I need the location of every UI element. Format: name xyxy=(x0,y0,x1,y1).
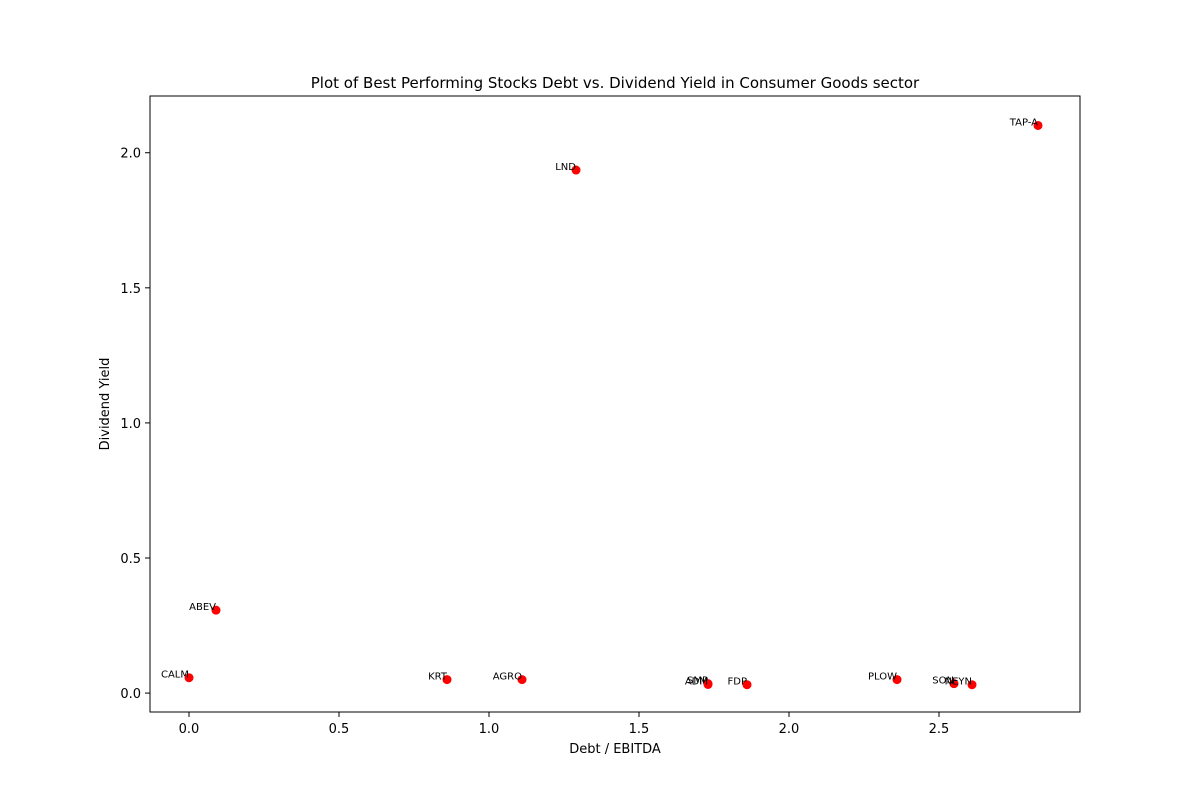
chart-title: Plot of Best Performing Stocks Debt vs. … xyxy=(311,74,920,92)
data-label-neyn: NEYN xyxy=(945,677,972,688)
data-point-adm xyxy=(703,679,713,689)
y-tick-label: 1.5 xyxy=(120,282,141,297)
x-tick-label: 0.5 xyxy=(329,722,350,737)
data-point-son xyxy=(949,679,959,689)
y-tick-label: 0.5 xyxy=(120,552,141,567)
data-label-adm: ADM xyxy=(685,676,708,687)
data-points xyxy=(184,120,1043,690)
data-point-krt xyxy=(442,675,452,685)
y-tick-label: 0.0 xyxy=(120,687,141,702)
data-point-tap-a xyxy=(1033,120,1043,130)
data-label-fdp: FDP xyxy=(728,677,747,688)
data-label-calm: CALM xyxy=(161,670,189,681)
data-point-lnd xyxy=(571,165,581,175)
data-point-calm xyxy=(184,673,194,683)
data-label-son: SON xyxy=(932,676,954,687)
data-label-plow: PLOW xyxy=(868,672,897,683)
data-label-agro: AGRO xyxy=(493,672,522,683)
plot-area-frame xyxy=(149,95,1081,713)
y-axis-label: Dividend Yield xyxy=(98,358,113,451)
x-tick-label: 0.0 xyxy=(179,722,200,737)
data-label-smp: SMP xyxy=(687,676,708,687)
data-label-lnd: LND xyxy=(555,162,576,173)
data-point-agro xyxy=(517,675,527,685)
data-label-tap-a: TAP-A xyxy=(1009,117,1038,128)
data-label-krt: KRT xyxy=(428,672,448,683)
x-tick-label: 1.0 xyxy=(479,722,500,737)
data-point-plow xyxy=(892,675,902,685)
x-tick-label: 2.0 xyxy=(779,722,800,737)
x-axis-label: Debt / EBITDA xyxy=(569,742,661,757)
data-point-neyn xyxy=(967,680,977,690)
x-tick-label: 1.5 xyxy=(629,722,650,737)
y-axis: 0.0 0.5 1.0 1.5 2.0 xyxy=(120,147,150,702)
x-tick-label: 2.5 xyxy=(929,722,950,737)
data-label-abev: ABEV xyxy=(189,602,216,613)
y-tick-label: 2.0 xyxy=(120,147,141,162)
data-point-abev xyxy=(211,605,221,615)
x-axis: 0.0 0.5 1.0 1.5 2.0 2.5 xyxy=(179,712,950,737)
data-point-fdp xyxy=(742,680,752,690)
y-tick-label: 1.0 xyxy=(120,417,141,432)
